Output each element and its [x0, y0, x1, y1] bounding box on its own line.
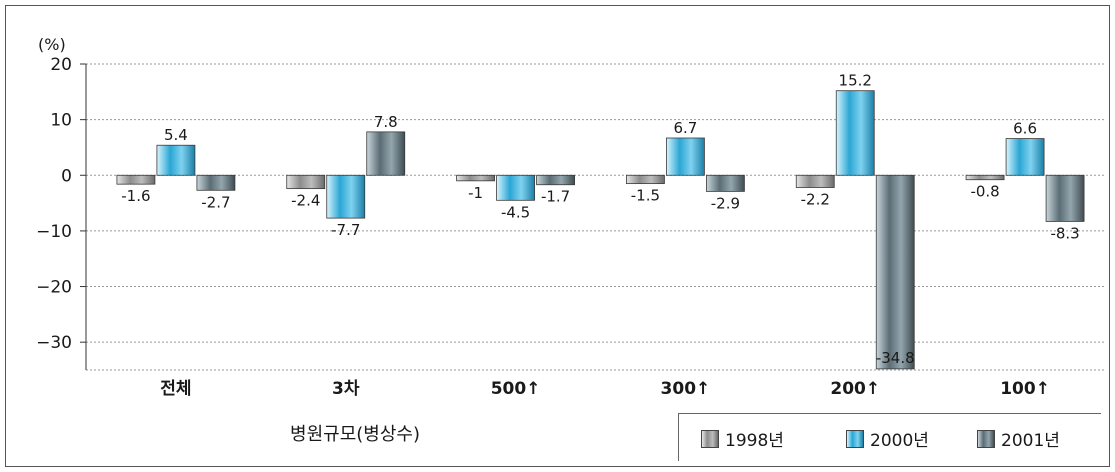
data-label: -1: [468, 184, 483, 202]
y-axis-unit-label: (%): [38, 35, 66, 54]
bar-2001년-전체: [196, 174, 236, 191]
data-label: -4.5: [501, 203, 530, 221]
data-label: -0.8: [970, 183, 999, 201]
chart-frame: [5, 5, 1110, 467]
data-label: -8.3: [1050, 224, 1079, 242]
bar-2001년-300↑: [706, 174, 745, 192]
x-axis-title: 병원규모(병상수): [290, 424, 420, 445]
data-label: 6.7: [673, 119, 697, 137]
legend-swatch-2001: [977, 429, 995, 448]
bar-2000년-300↑: [666, 137, 705, 176]
data-label: -1.5: [631, 187, 660, 205]
data-label: 7.8: [374, 113, 398, 131]
y-tick-label: −10: [36, 222, 72, 242]
data-label: 6.6: [1013, 120, 1037, 138]
legend-swatch-1998: [701, 429, 719, 448]
data-labels: -1.6 -2.4 -1 -1.5 -2.2 -0.8 5.4 -7.7 -4.5 6.7 15.2…: [121, 72, 1079, 367]
legend-item-1998: 1998년: [701, 426, 784, 451]
bar-2000년-전체: [156, 144, 196, 176]
axes: 20 10 0 −10 −20 −30 전체 3차 500↑ 300↑ 200↑ 100↑: [36, 55, 1050, 399]
data-label: -34.8: [876, 349, 915, 367]
bar-2001년-200↑: [875, 174, 915, 370]
y-tick-label: 10: [50, 111, 72, 131]
gridlines: [86, 63, 1105, 371]
legend-label-2000: 2000년: [870, 431, 929, 451]
data-label: -2.4: [291, 192, 320, 210]
bar-2001년-100↑: [1045, 174, 1085, 222]
x-tick-label: 500↑: [491, 379, 541, 399]
x-tick-label: 전체: [160, 379, 191, 399]
data-label: -1.6: [121, 187, 150, 205]
bar-2000년-3차: [326, 174, 366, 219]
data-label: 15.2: [839, 72, 872, 90]
bar-2000년-500↑: [496, 174, 535, 201]
x-tick-label: 200↑: [830, 379, 880, 399]
legend-label-1998: 1998년: [725, 431, 784, 451]
legend-item-2001: 2001년: [977, 426, 1060, 451]
legend-label-2001: 2001년: [1001, 431, 1060, 451]
bar-1998년-100↑: [965, 174, 1005, 181]
bar-2000년-200↑: [835, 90, 875, 176]
y-tick-label: 0: [61, 166, 72, 186]
data-label: -2.7: [201, 193, 230, 211]
legend-item-2000: 2000년: [846, 426, 929, 451]
bars: [116, 90, 1085, 370]
data-label: -2.9: [711, 194, 740, 212]
bar-2001년-3차: [366, 131, 406, 176]
data-label: -1.7: [541, 188, 570, 206]
y-tick-label: −20: [36, 278, 72, 298]
bar-2001년-500↑: [536, 174, 575, 186]
x-tick-label: 100↑: [1000, 379, 1050, 399]
bar-1998년-500↑: [456, 174, 495, 182]
y-tick-label: −30: [36, 333, 72, 353]
x-tick-label: 300↑: [661, 379, 711, 399]
y-tick-label: 20: [50, 55, 72, 75]
data-label: -7.7: [331, 221, 360, 239]
legend: 1998년 2000년 2001년: [678, 413, 1101, 461]
data-label: -2.2: [801, 191, 830, 209]
data-label: 5.4: [164, 126, 188, 144]
bar-1998년-3차: [286, 174, 326, 190]
legend-swatch-2000: [846, 429, 864, 448]
bar-2000년-100↑: [1005, 138, 1045, 176]
bar-1998년-200↑: [795, 174, 835, 188]
x-tick-label: 3차: [332, 379, 360, 399]
bar-1998년-전체: [116, 174, 156, 185]
bar-1998년-300↑: [626, 174, 665, 185]
